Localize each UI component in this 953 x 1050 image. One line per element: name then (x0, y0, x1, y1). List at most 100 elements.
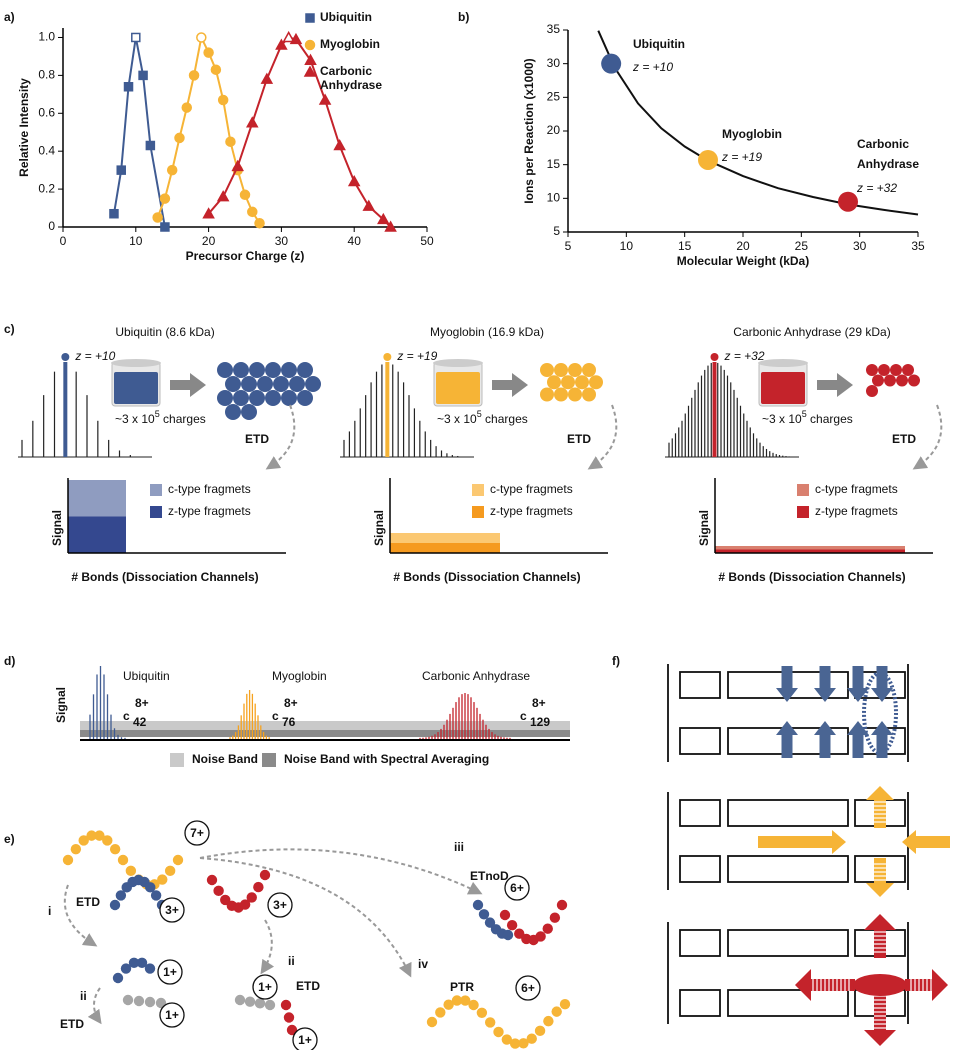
panel-label: b) (458, 10, 469, 24)
ion-bead (902, 364, 914, 376)
ion-bead (908, 374, 920, 387)
residue-bead (542, 923, 553, 934)
x-tick-label: 5 (565, 239, 572, 253)
ion-index: 42 (133, 715, 147, 729)
trap-segment (679, 929, 721, 957)
y-tick-label: 5 (553, 224, 560, 238)
charge-badge-label: 1+ (258, 980, 272, 994)
point-label: Carbonic (857, 137, 909, 151)
force-arrow (776, 666, 798, 702)
x-tick-label: 30 (853, 239, 867, 253)
force-arrow (871, 666, 893, 702)
ion-bead (289, 376, 305, 392)
dashed-arrow (63, 884, 98, 947)
protein-title: Myoglobin (16.9 kDa) (430, 325, 544, 339)
residue-bead (112, 972, 124, 984)
charge-count-base: ~3 x 10 (437, 412, 477, 426)
legend-swatch (262, 753, 276, 767)
residue-bead (514, 928, 525, 939)
x-tick-label: 0 (60, 234, 67, 248)
residue-bead (117, 854, 129, 866)
charge-badge-label: 7+ (190, 826, 204, 840)
beaker-liquid (436, 372, 480, 404)
ion-bead (241, 376, 257, 392)
residue-bead (259, 869, 271, 881)
process-arrow (170, 373, 206, 397)
step-label: i (48, 904, 51, 918)
y-tick-label: 0.8 (38, 68, 55, 82)
ion-bead (217, 362, 233, 378)
ion-bead (249, 390, 265, 406)
y-tick-label: 35 (547, 22, 561, 36)
residue-bead (472, 899, 484, 911)
residue-bead (534, 1025, 546, 1037)
y-axis-label: Relative Intensity (17, 78, 31, 177)
residue-bead (556, 899, 568, 911)
ion-bead (540, 363, 554, 377)
legend-label: Noise Band (192, 752, 258, 766)
beaker-liquid (761, 372, 805, 404)
x-tick-label: 25 (795, 239, 809, 253)
residue-bead (125, 865, 137, 877)
data-point (362, 199, 376, 211)
data-point (160, 222, 170, 232)
legend-swatch (170, 753, 184, 767)
reaction-label: ETD (296, 979, 320, 993)
residue-bead (478, 909, 490, 920)
residue-bead (109, 843, 121, 855)
charge-count-base: ~3 x 10 (115, 412, 155, 426)
residue-bead (120, 963, 132, 974)
trap-segment (679, 799, 721, 827)
residue-bead (115, 890, 127, 901)
x-axis-label: Molecular Weight (kDa) (677, 254, 809, 268)
ion-bead (225, 404, 241, 420)
residue-bead (543, 1015, 554, 1027)
ion-bead (568, 387, 582, 402)
ion-bead (305, 376, 321, 392)
x-tick-label: 20 (202, 234, 216, 248)
data-point (698, 149, 718, 170)
legend-swatch (797, 506, 809, 518)
residue-bead (102, 835, 113, 846)
data-point (188, 70, 200, 81)
force-arrow (866, 858, 894, 897)
ion-bead (554, 363, 568, 377)
force-arrow (847, 666, 869, 702)
residue-bead (62, 854, 74, 866)
x-axis-label: # Bonds (Dissociation Channels) (718, 570, 905, 584)
data-point (109, 208, 119, 219)
panel-label: c) (4, 322, 15, 336)
protein-name: Ubiquitin (123, 669, 170, 683)
force-arrow (866, 786, 894, 828)
residue-bead (286, 1024, 298, 1036)
z-fragment-block (68, 516, 126, 553)
legend-label: c-type fragmets (168, 482, 251, 496)
charge-count: ~3 x 105 charges (762, 409, 853, 426)
charge-count-unit: charges (482, 412, 528, 426)
charge-badge (157, 959, 183, 985)
x-tick-label: 20 (736, 239, 750, 253)
y-axis-label: Signal (50, 510, 64, 546)
panel-label: d) (4, 654, 15, 668)
legend-entry: Carbonic Anhydrase (320, 64, 382, 92)
trap-segment (679, 671, 721, 699)
precursor-charge: z = +10 (74, 349, 115, 363)
ion-bead (273, 376, 289, 392)
residue-bead (150, 890, 162, 901)
precursor-dot (710, 353, 719, 361)
residue-bead (499, 909, 511, 921)
data-point (217, 94, 229, 106)
x-tick-label: 30 (275, 234, 289, 248)
dashed-arrow (199, 848, 483, 895)
ion-bead (554, 387, 568, 402)
data-point (216, 190, 230, 202)
reaction-label: ETD (245, 432, 269, 446)
legend-entry: Ubiquitin (320, 10, 372, 24)
trap-segment (679, 989, 721, 1017)
trap-segment (727, 929, 849, 957)
residue-bead (484, 1017, 496, 1028)
legend-marker (304, 39, 316, 51)
ion-letter: c (272, 709, 279, 723)
data-point (260, 72, 274, 84)
